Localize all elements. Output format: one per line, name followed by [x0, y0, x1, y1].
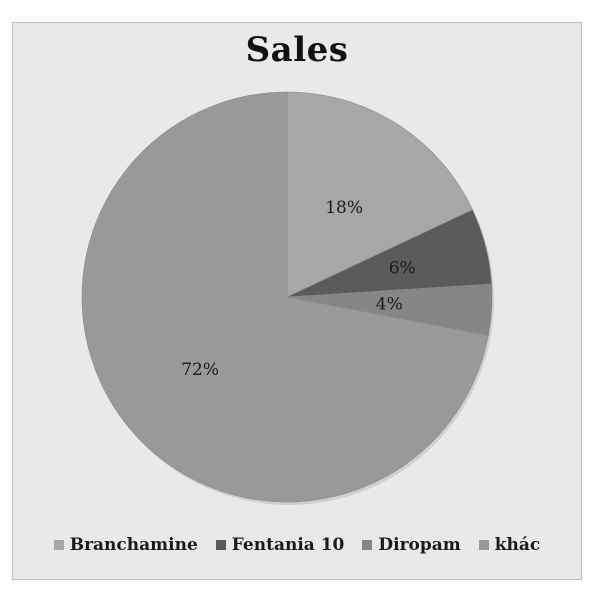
slice-label-1: 18% [325, 198, 363, 218]
legend-item-3: Diropam [362, 535, 461, 555]
legend-item-1: Branchamine [53, 535, 198, 555]
legend-swatch-1 [53, 540, 64, 550]
chart-title: Sales [245, 30, 349, 70]
legend-swatch-3 [362, 540, 373, 550]
slice-label-2: 6% [389, 258, 416, 278]
legend-label-1: Branchamine [69, 535, 198, 555]
pie-slice-1 [286, 91, 473, 298]
slice-label-4: 72% [181, 360, 219, 380]
pie-slice-4 [81, 91, 489, 503]
legend-label-3: Diropam [378, 535, 461, 555]
legend-label-2: Fentania 10 [231, 535, 345, 555]
legend-item-2: Fentania 10 [215, 535, 345, 555]
legend-item-4: khác [478, 535, 541, 555]
slice-label-3: 4% [376, 294, 403, 314]
legend-label-4: khác [494, 535, 541, 555]
chart-legend: Branchamine Fentania 10 Diropam khác [0, 535, 594, 555]
legend-swatch-4 [478, 540, 489, 550]
legend-swatch-2 [215, 540, 226, 550]
